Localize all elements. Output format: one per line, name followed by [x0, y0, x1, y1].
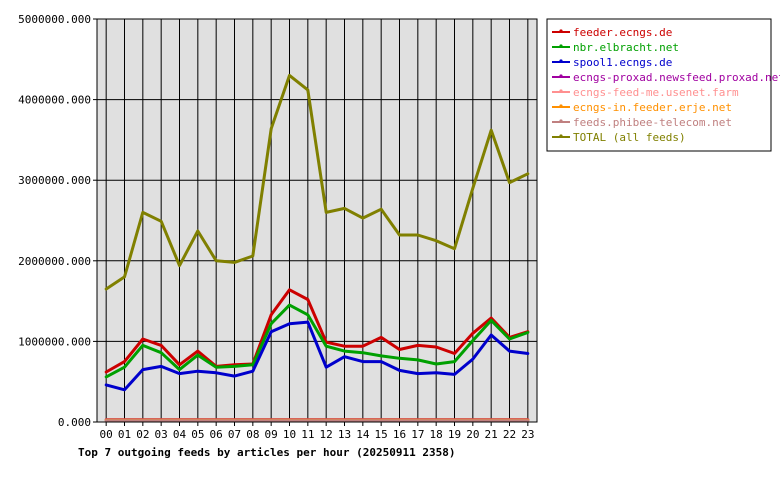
series-line-spool1-ecngs-de: [104, 320, 530, 392]
x-tick-label: 02: [136, 428, 149, 441]
x-tick-label: 04: [173, 428, 187, 441]
x-tick-label: 06: [210, 428, 223, 441]
x-tick-label: 03: [155, 428, 168, 441]
x-tick-label: 22: [503, 428, 516, 441]
y-tick-label: 1000000.000: [18, 335, 91, 348]
y-tick-label: 5000000.000: [18, 13, 91, 26]
legend-label: spool1.ecngs.de: [573, 56, 672, 69]
legend-marker: [559, 119, 563, 123]
x-tick-label: 16: [393, 428, 406, 441]
plot-border: [96, 18, 538, 423]
legend-marker: [559, 44, 563, 48]
legend-label: ecngs-proxad.newsfeed.proxad.net: [573, 71, 780, 84]
y-tick-label: 3000000.000: [18, 174, 91, 187]
y-tick-label: 4000000.000: [18, 94, 91, 107]
legend-label: feeder.ecngs.de: [573, 26, 672, 39]
x-tick-label: 15: [375, 428, 388, 441]
series-line-total-all-feeds-: [104, 73, 530, 291]
chart-title: Top 7 outgoing feeds by articles per hou…: [78, 446, 456, 459]
x-tick-label: 05: [191, 428, 204, 441]
legend-marker: [559, 89, 563, 93]
y-tick-label: 2000000.000: [18, 255, 91, 268]
x-tick-label: 13: [338, 428, 351, 441]
legend-label: feeds.phibee-telecom.net: [573, 116, 732, 129]
x-tick-label: 17: [411, 428, 424, 441]
x-tick-label: 18: [430, 428, 443, 441]
x-tick-label: 07: [228, 428, 241, 441]
x-tick-label: 08: [246, 428, 259, 441]
legend-marker: [559, 134, 563, 138]
x-tick-label: 12: [320, 428, 333, 441]
legend-marker: [559, 74, 563, 78]
legend-box: [546, 18, 772, 152]
y-tick-label: 0.000: [58, 416, 91, 429]
x-tick-label: 20: [466, 428, 479, 441]
x-tick-label: 00: [100, 428, 113, 441]
x-tick-label: 09: [265, 428, 278, 441]
legend-label: ecngs-feed-me.usenet.farm: [573, 86, 739, 99]
x-tick-label: 23: [521, 428, 534, 441]
x-tick-label: 14: [356, 428, 370, 441]
x-tick-label: 19: [448, 428, 461, 441]
legend-label: nbr.elbracht.net: [573, 41, 679, 54]
legend-marker: [559, 29, 563, 33]
series-line-feeder-ecngs-de: [104, 288, 530, 374]
legend-label: TOTAL (all feeds): [573, 131, 686, 144]
x-tick-label: 11: [301, 428, 314, 441]
x-tick-label: 21: [485, 428, 498, 441]
x-tick-label: 01: [118, 428, 131, 441]
series-line-nbr-elbracht-net: [104, 303, 530, 379]
legend-marker: [559, 104, 563, 108]
legend-label: ecngs-in.feeder.erje.net: [573, 101, 732, 114]
x-tick-label: 10: [283, 428, 296, 441]
legend-marker: [559, 59, 563, 63]
